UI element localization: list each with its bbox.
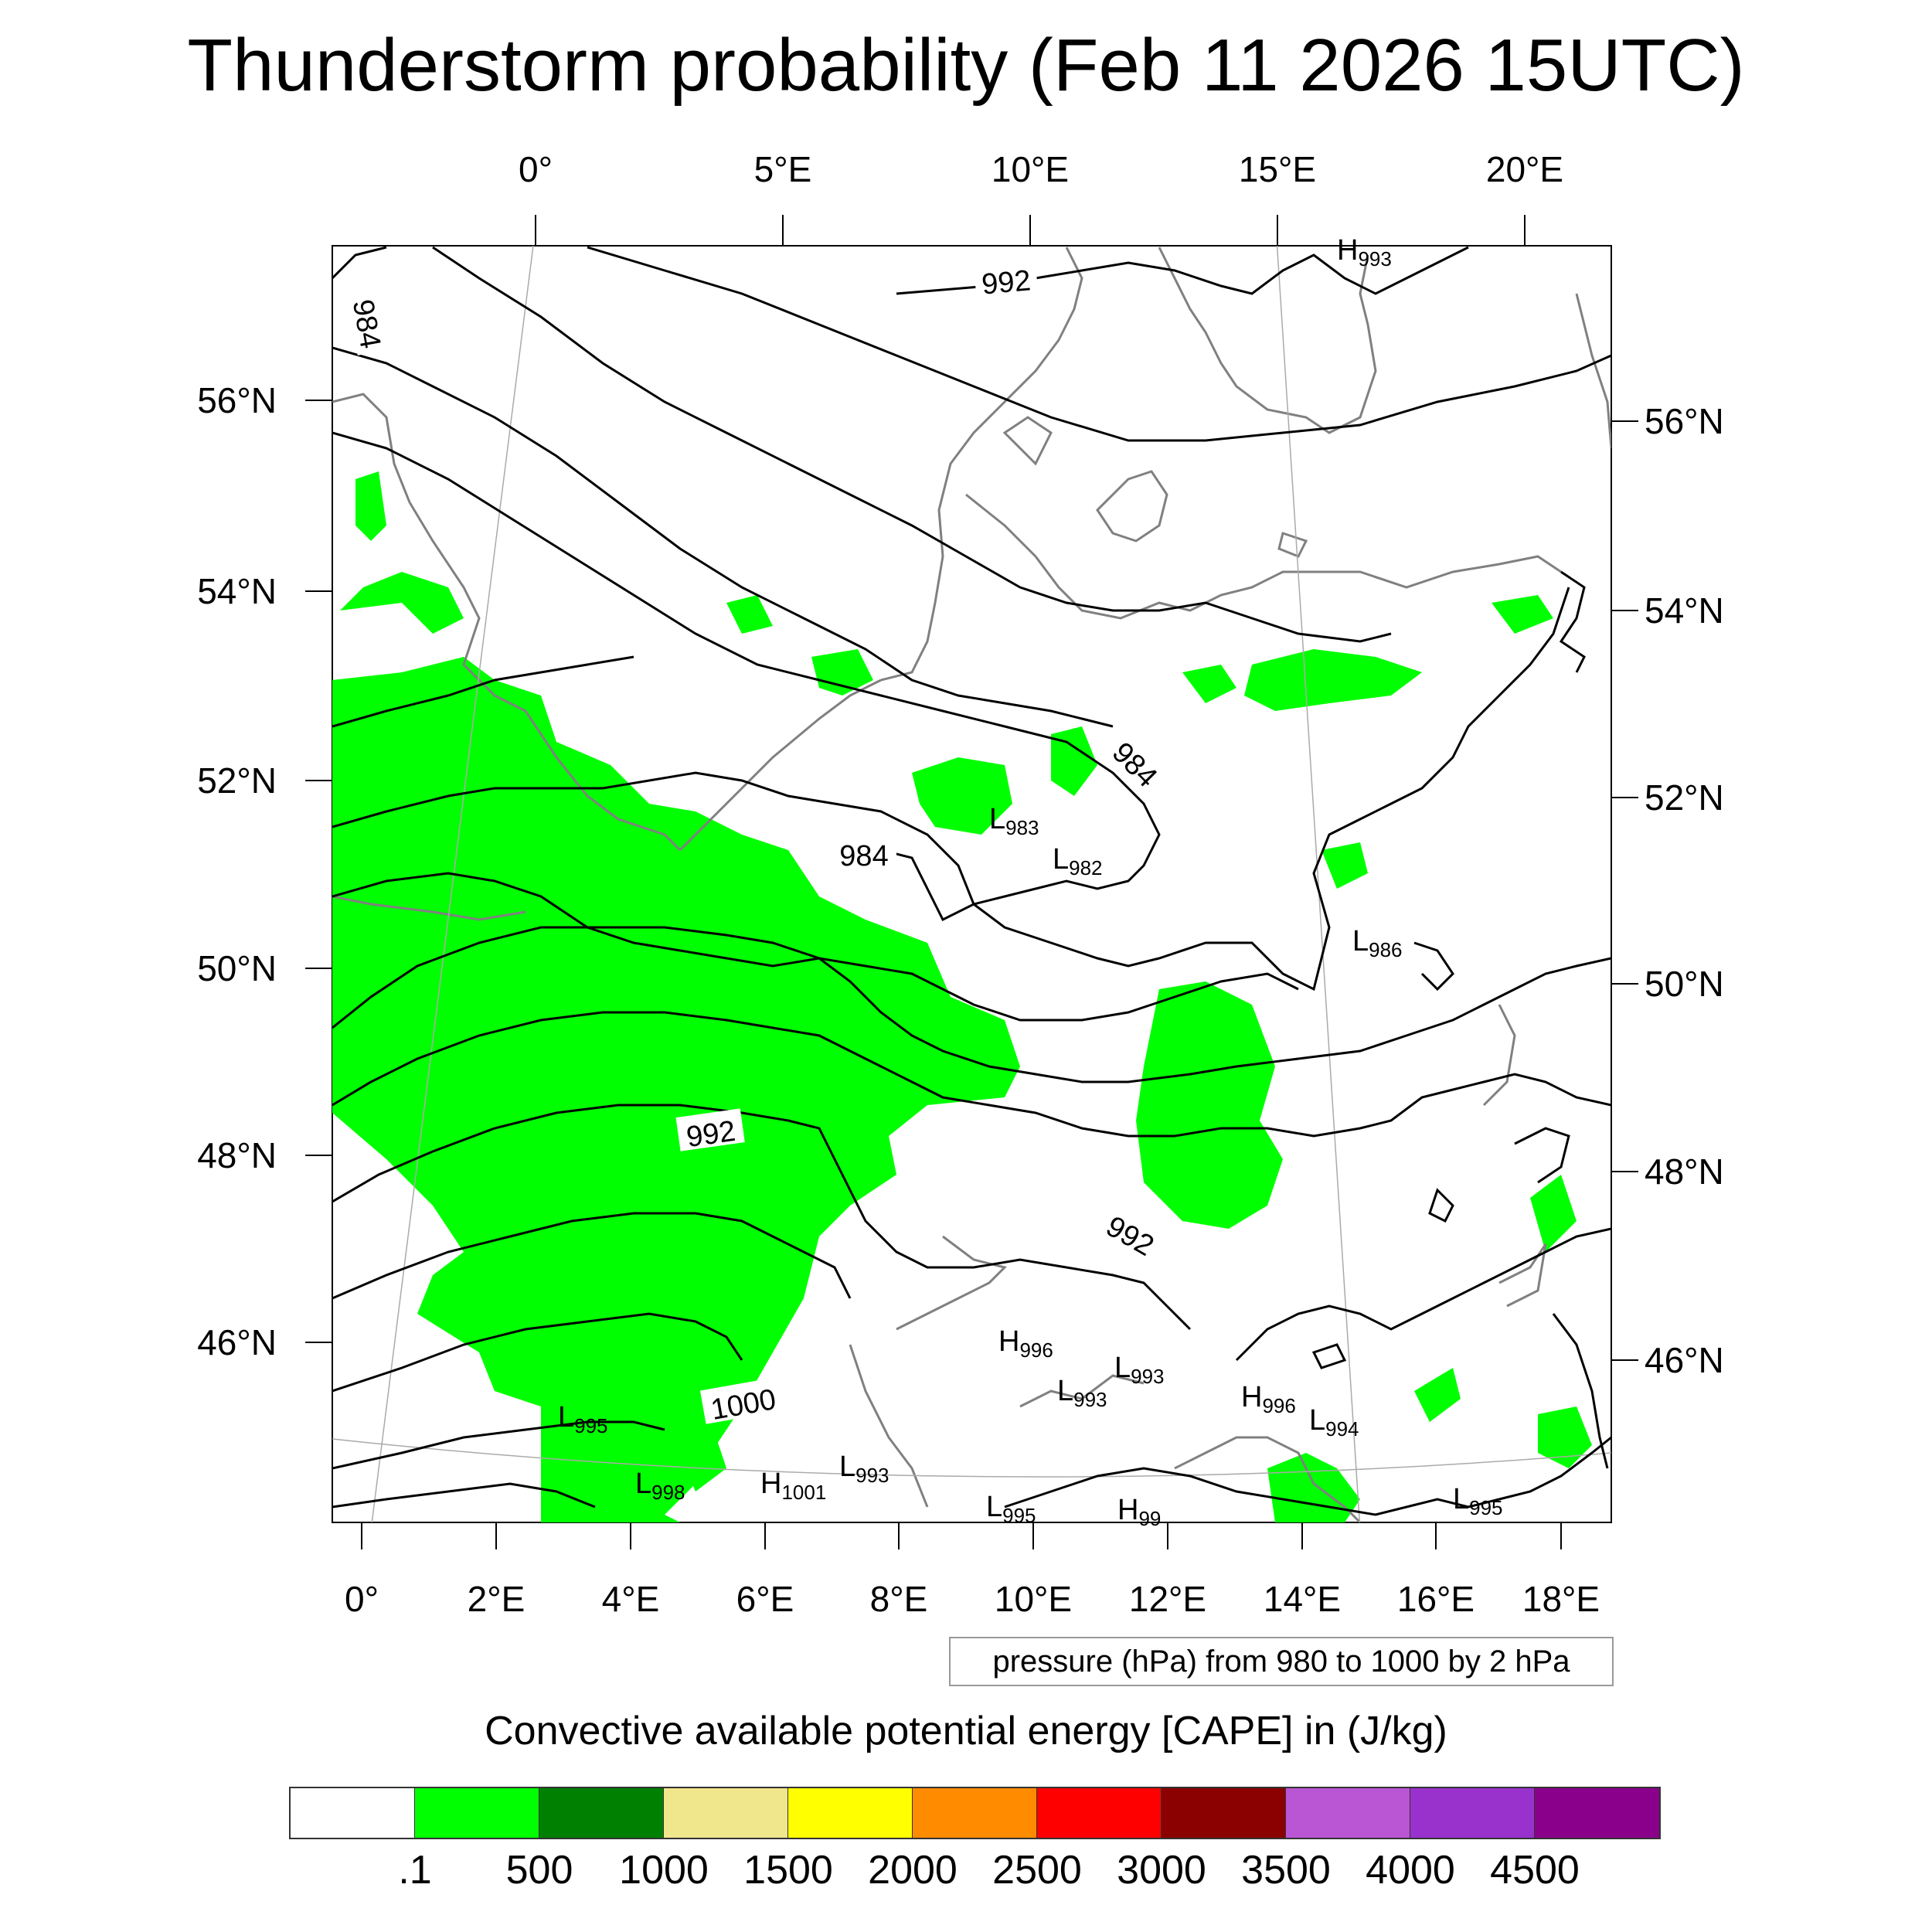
cape-region-germany: [811, 649, 873, 696]
colorbar-swatch: [1037, 1788, 1162, 1838]
left-axis: 56°N 54°N 52°N 50°N 48°N 46°N: [197, 380, 332, 1362]
colorbar-label: 2000: [868, 1848, 957, 1893]
cape-region-slovakia: [1321, 842, 1368, 889]
left-tick-label: 52°N: [197, 760, 277, 801]
cape-region-central: [912, 757, 1012, 835]
colorbar-swatch: [664, 1788, 788, 1838]
pressure-center-marker: L986: [1352, 925, 1403, 961]
colorbar-label: 500: [505, 1848, 573, 1893]
bottom-tick-label: 14°E: [1264, 1579, 1341, 1619]
left-tick-label: 46°N: [197, 1322, 277, 1362]
pressure-center-marker: L993: [839, 1451, 889, 1487]
isobar-label: 992: [981, 264, 1032, 301]
bottom-tick-label: 2°E: [468, 1579, 526, 1619]
bottom-tick-label: 0°: [345, 1579, 379, 1619]
right-tick-label: 54°N: [1645, 590, 1724, 631]
cape-region-north-sea: [340, 572, 464, 634]
pressure-center-marker: L995: [1453, 1483, 1503, 1519]
colorbar: [289, 1787, 1661, 1839]
top-tick-label: 0°: [519, 149, 553, 189]
pressure-center-marker: L993: [1057, 1375, 1107, 1411]
top-tick-label: 5°E: [754, 149, 812, 189]
colorbar-swatch: [539, 1788, 664, 1838]
colorbar-label: 1500: [743, 1848, 833, 1893]
colorbar-swatch: [1286, 1788, 1410, 1838]
coastlines: [332, 247, 1611, 1522]
pressure-center-marker: H99: [1117, 1494, 1161, 1530]
colorbar-label: 4000: [1366, 1848, 1455, 1893]
pressure-centers: H993 L983 L982 L986 H996 L993 L993 H996 …: [558, 234, 1503, 1530]
left-tick-label: 54°N: [197, 571, 277, 611]
colorbar-swatch: [291, 1788, 415, 1838]
cape-fill: [332, 471, 1592, 1522]
cape-region-italy-south: [672, 1422, 726, 1492]
cape-region-west: [332, 657, 1020, 1522]
bottom-tick-label: 18°E: [1522, 1579, 1600, 1619]
bottom-tick-label: 16°E: [1397, 1579, 1475, 1619]
pressure-center-marker: L983: [989, 803, 1039, 839]
top-axis: 0° 5°E 10°E 15°E 20°E: [519, 149, 1563, 246]
colorbar-label: 1000: [619, 1848, 709, 1893]
cape-region-east-1: [1136, 981, 1283, 1229]
top-tick-label: 10°E: [992, 149, 1069, 189]
pressure-center-marker: H1001: [760, 1468, 826, 1504]
right-tick-label: 48°N: [1645, 1151, 1724, 1192]
top-tick-label: 15°E: [1239, 149, 1316, 189]
colorbar-swatch: [415, 1788, 539, 1838]
cape-region-ne-coast: [1492, 595, 1553, 634]
contour-info-box: pressure (hPa) from 980 to 1000 by 2 hPa: [949, 1637, 1614, 1686]
colorbar-swatch: [788, 1788, 913, 1838]
cape-region-uk: [355, 471, 386, 541]
left-tick-label: 56°N: [197, 380, 277, 420]
pressure-center-marker: L993: [1114, 1352, 1165, 1388]
bottom-tick-label: 8°E: [870, 1579, 928, 1619]
pressure-center-marker: L995: [558, 1401, 608, 1437]
cape-region-netherlands: [726, 595, 773, 634]
right-tick-label: 52°N: [1645, 777, 1724, 818]
colorbar-swatch: [913, 1788, 1037, 1838]
cape-region-denmark-s: [1182, 665, 1236, 703]
pressure-center-marker: L994: [1309, 1404, 1359, 1440]
cape-region-poland: [1244, 649, 1422, 711]
cape-region-central-2: [1051, 726, 1097, 796]
pressure-center-marker: L998: [635, 1468, 685, 1504]
pressure-center-marker: H996: [1241, 1381, 1296, 1417]
colorbar-label: 3500: [1241, 1848, 1331, 1893]
bottom-tick-label: 12°E: [1129, 1579, 1206, 1619]
right-tick-label: 50°N: [1645, 964, 1724, 1004]
bottom-tick-label: 10°E: [995, 1579, 1072, 1619]
pressure-center-marker: L982: [1053, 843, 1103, 879]
left-tick-label: 48°N: [197, 1135, 277, 1175]
cape-region-se-3: [1530, 1175, 1577, 1252]
pressure-center-marker: L995: [986, 1491, 1036, 1527]
right-axis: 56°N 54°N 52°N 50°N 48°N 46°N: [1611, 401, 1724, 1380]
colorbar-title: Convective available potential energy [C…: [485, 1709, 1447, 1753]
isobar-label: 984: [839, 840, 888, 872]
colorbar-swatch: [1410, 1788, 1535, 1838]
cape-region-se-1: [1414, 1368, 1461, 1422]
top-tick-label: 20°E: [1486, 149, 1563, 189]
pressure-center-marker: H993: [1337, 234, 1392, 270]
right-tick-label: 56°N: [1645, 401, 1724, 441]
cape-region-se-2: [1538, 1406, 1592, 1468]
bottom-axis: 0° 2°E 4°E 6°E 8°E 10°E 12°E 14°E 16°E 1…: [345, 1522, 1600, 1619]
right-tick-label: 46°N: [1645, 1340, 1724, 1380]
page-title: Thunderstorm probability (Feb 11 2026 15…: [187, 24, 1745, 107]
isobar-label: 992: [685, 1115, 738, 1154]
pressure-center-marker: H996: [998, 1325, 1053, 1362]
bottom-tick-label: 6°E: [736, 1579, 794, 1619]
bottom-tick-label: 4°E: [602, 1579, 660, 1619]
colorbar-swatch: [1535, 1788, 1659, 1838]
colorbar-swatch: [1162, 1788, 1286, 1838]
colorbar-label: 3000: [1117, 1848, 1206, 1893]
colorbar-label: .1: [398, 1848, 432, 1893]
left-tick-label: 50°N: [197, 948, 277, 988]
colorbar-label: 4500: [1490, 1848, 1580, 1893]
colorbar-label: 2500: [992, 1848, 1082, 1893]
isobars: [332, 246, 1611, 1516]
